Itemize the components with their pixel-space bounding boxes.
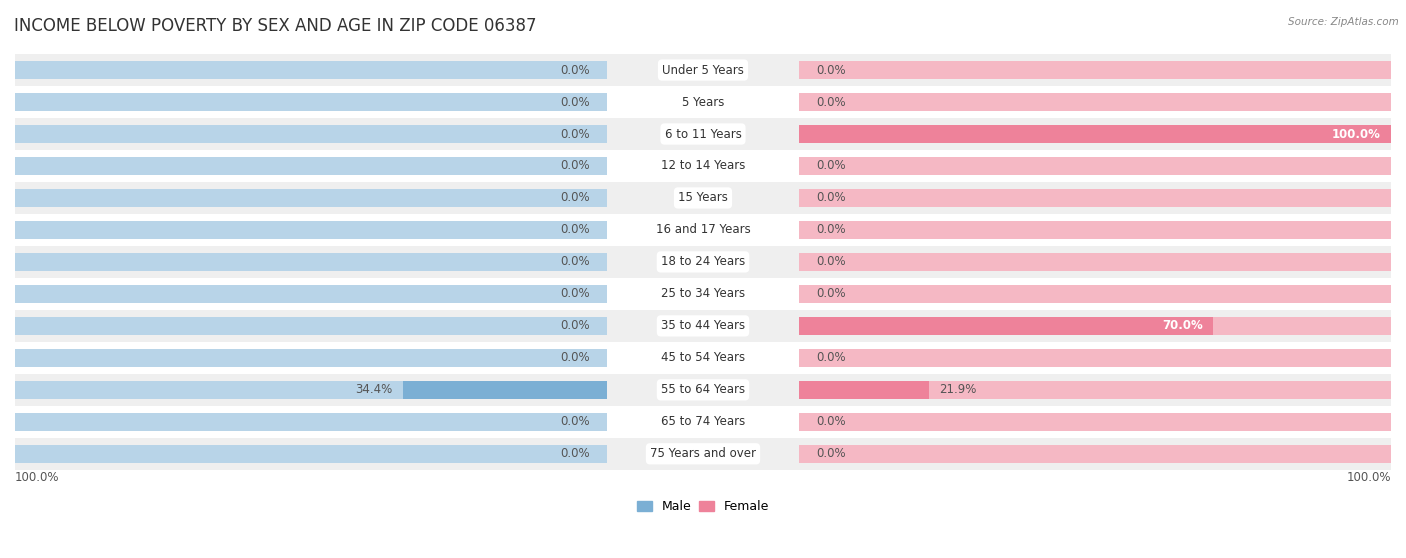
Bar: [800, 125, 1391, 143]
Bar: [800, 189, 1391, 207]
Text: 34.4%: 34.4%: [356, 383, 392, 396]
Text: 0.0%: 0.0%: [560, 352, 589, 364]
Text: Under 5 Years: Under 5 Years: [662, 64, 744, 76]
Bar: [15, 93, 606, 111]
Text: 0.0%: 0.0%: [560, 448, 589, 460]
Bar: [800, 221, 1391, 239]
Bar: [15, 406, 1391, 438]
Bar: [15, 381, 606, 398]
Text: 0.0%: 0.0%: [560, 415, 589, 429]
Text: 0.0%: 0.0%: [817, 191, 846, 204]
Bar: [15, 246, 1391, 278]
Text: 21.9%: 21.9%: [939, 383, 977, 396]
Text: 45 to 54 Years: 45 to 54 Years: [661, 352, 745, 364]
Bar: [15, 54, 1391, 86]
Bar: [800, 381, 1391, 398]
Text: 0.0%: 0.0%: [560, 95, 589, 108]
Text: 70.0%: 70.0%: [1163, 319, 1204, 333]
Bar: [15, 189, 606, 207]
Text: 0.0%: 0.0%: [817, 352, 846, 364]
Text: 0.0%: 0.0%: [560, 287, 589, 300]
Text: 0.0%: 0.0%: [817, 95, 846, 108]
Text: 12 to 14 Years: 12 to 14 Years: [661, 160, 745, 172]
Bar: [15, 285, 606, 302]
Bar: [15, 342, 1391, 374]
Text: 25 to 34 Years: 25 to 34 Years: [661, 287, 745, 300]
Bar: [800, 317, 1213, 335]
Bar: [15, 221, 606, 239]
Text: Source: ZipAtlas.com: Source: ZipAtlas.com: [1288, 17, 1399, 27]
Bar: [15, 157, 606, 175]
Text: 0.0%: 0.0%: [817, 415, 846, 429]
Bar: [404, 381, 606, 398]
Bar: [15, 438, 1391, 470]
Bar: [800, 285, 1391, 302]
Bar: [15, 278, 1391, 310]
Text: 0.0%: 0.0%: [560, 256, 589, 268]
Bar: [15, 253, 606, 271]
Bar: [800, 413, 1391, 431]
Bar: [800, 253, 1391, 271]
Bar: [800, 125, 1391, 143]
Bar: [15, 61, 606, 79]
Text: 100.0%: 100.0%: [1331, 128, 1381, 141]
Bar: [800, 61, 1391, 79]
Text: 0.0%: 0.0%: [560, 128, 589, 141]
Bar: [800, 445, 1391, 463]
Bar: [15, 86, 1391, 118]
Bar: [15, 349, 606, 367]
Bar: [15, 445, 606, 463]
Bar: [15, 214, 1391, 246]
Text: 75 Years and over: 75 Years and over: [650, 448, 756, 460]
Text: 100.0%: 100.0%: [15, 472, 59, 484]
Bar: [800, 157, 1391, 175]
Text: 0.0%: 0.0%: [560, 319, 589, 333]
Bar: [15, 150, 1391, 182]
Text: 100.0%: 100.0%: [1347, 472, 1391, 484]
Bar: [15, 182, 1391, 214]
Bar: [800, 317, 1391, 335]
Text: 5 Years: 5 Years: [682, 95, 724, 108]
Bar: [15, 317, 606, 335]
Text: 65 to 74 Years: 65 to 74 Years: [661, 415, 745, 429]
Text: 0.0%: 0.0%: [817, 256, 846, 268]
Text: 0.0%: 0.0%: [560, 64, 589, 76]
Text: 18 to 24 Years: 18 to 24 Years: [661, 256, 745, 268]
Bar: [15, 374, 1391, 406]
Bar: [15, 413, 606, 431]
Text: INCOME BELOW POVERTY BY SEX AND AGE IN ZIP CODE 06387: INCOME BELOW POVERTY BY SEX AND AGE IN Z…: [14, 17, 537, 35]
Bar: [800, 93, 1391, 111]
Bar: [800, 349, 1391, 367]
Bar: [800, 381, 929, 398]
Text: 0.0%: 0.0%: [560, 191, 589, 204]
Bar: [15, 118, 1391, 150]
Text: 35 to 44 Years: 35 to 44 Years: [661, 319, 745, 333]
Text: 16 and 17 Years: 16 and 17 Years: [655, 223, 751, 237]
Text: 55 to 64 Years: 55 to 64 Years: [661, 383, 745, 396]
Text: 0.0%: 0.0%: [817, 223, 846, 237]
Text: 0.0%: 0.0%: [817, 448, 846, 460]
Legend: Male, Female: Male, Female: [637, 501, 769, 513]
Text: 0.0%: 0.0%: [560, 223, 589, 237]
Bar: [15, 125, 606, 143]
Text: 6 to 11 Years: 6 to 11 Years: [665, 128, 741, 141]
Text: 15 Years: 15 Years: [678, 191, 728, 204]
Text: 0.0%: 0.0%: [560, 160, 589, 172]
Text: 0.0%: 0.0%: [817, 160, 846, 172]
Bar: [15, 310, 1391, 342]
Text: 0.0%: 0.0%: [817, 287, 846, 300]
Text: 0.0%: 0.0%: [817, 64, 846, 76]
